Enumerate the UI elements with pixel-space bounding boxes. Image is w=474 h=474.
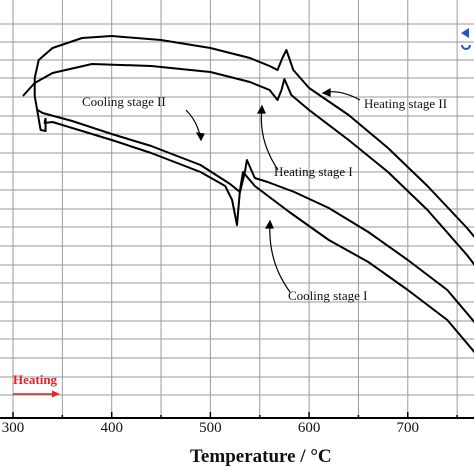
x-tick-label: 700	[397, 420, 420, 436]
x-axis-label-text: Temperature /	[190, 446, 310, 467]
annotation-heating-stage-ii: Heating stage II	[364, 96, 447, 111]
arrow-head-cooling-stage-ii	[195, 132, 205, 142]
heating-direction-label: Heating	[13, 372, 58, 387]
arrow-cooling-stage-i	[269, 223, 291, 293]
x-axis-label: Temperature / °C	[190, 446, 332, 467]
series-cooling-stage-i	[43, 117, 474, 354]
series-cooling-stage-ii	[37, 109, 474, 324]
x-tick-label: 500	[199, 420, 222, 436]
arrow-head-heating-stage-i	[256, 104, 266, 114]
x-tick-label: 400	[100, 420, 123, 436]
x-tick-label: 600	[298, 420, 321, 436]
heating-arrow-icon	[52, 390, 60, 398]
curves	[22, 35, 474, 354]
annotation-cooling-stage-ii: Cooling stage II	[82, 94, 166, 109]
annotation-cooling-stage-i: Cooling stage I	[288, 288, 367, 303]
annotation-arrows	[185, 87, 361, 293]
x-axis-ticks: 300 400 500 600 700	[2, 412, 458, 436]
x-tick-label: 300	[2, 420, 25, 436]
x-axis-label-unit: °C	[310, 446, 331, 467]
legend-marker-icon	[461, 28, 469, 38]
series-connector-low-temperature	[33, 78, 47, 132]
grid	[0, 0, 474, 418]
annotation-heating-stage-i: Heating stage I	[274, 164, 353, 179]
arrow-heating-stage-i	[260, 107, 279, 171]
arrow-heating-stage-ii	[325, 91, 361, 101]
arrow-head-heating-stage-ii	[321, 87, 331, 97]
series-heating-stage-ii	[33, 35, 474, 239]
series-heating-stage-i	[22, 63, 474, 266]
legend-marker-icon-2	[461, 44, 471, 50]
arrow-head-cooling-stage-i	[264, 219, 274, 229]
